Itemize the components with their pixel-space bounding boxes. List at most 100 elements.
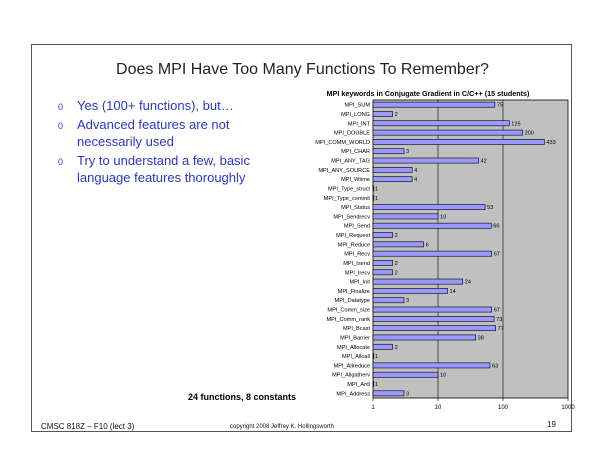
bullet-text: Try to understand a few, basic language … — [77, 153, 250, 185]
value-label: 73 — [496, 317, 502, 323]
value-label: 2 — [395, 261, 398, 267]
value-label: 1 — [375, 196, 378, 202]
bar — [372, 288, 448, 294]
category-label: MPI_Comm_size — [327, 308, 370, 314]
bar — [372, 306, 492, 313]
x-tick-label: 1 — [371, 405, 375, 411]
bar — [372, 334, 476, 341]
category-label: MPI_Sendrecv — [333, 214, 370, 220]
bar — [372, 315, 495, 322]
bar — [372, 166, 413, 173]
category-label: MPI_Datatype — [335, 298, 370, 304]
footer-course: CMSC 818Z – F10 (lect 3) — [41, 422, 135, 431]
category-label: MPI_Recv — [344, 252, 370, 258]
category-label: MPI_Irecv — [345, 270, 370, 276]
category-label: MPI_Allgatherv — [332, 373, 370, 379]
value-label: 4 — [414, 177, 417, 183]
category-label: MPI_CHAR — [341, 149, 370, 155]
value-label: 2 — [395, 112, 398, 118]
bar — [372, 101, 496, 108]
value-label: 3 — [406, 298, 409, 304]
chart-title: MPI keywords in Conjugate Gradient in C/… — [327, 89, 530, 98]
bar — [372, 325, 496, 332]
category-label: MPI_Allocate — [337, 345, 370, 351]
value-label: 2 — [395, 345, 398, 351]
bar — [372, 381, 375, 387]
bullet-mark: 0 — [58, 102, 64, 112]
category-label: MPI_Comm_rank — [326, 317, 370, 323]
bar — [372, 194, 375, 201]
footer-copyright: copyright 2008 Jeffrey K. Hollingsworth — [230, 424, 334, 430]
value-label: 42 — [481, 159, 487, 165]
value-label: 63 — [492, 363, 498, 369]
value-label: 1 — [375, 186, 378, 192]
value-label: 67 — [494, 308, 500, 314]
category-label: MPI_ANY_SOURCE — [318, 168, 370, 174]
bar — [372, 185, 375, 192]
value-label: 75 — [497, 103, 503, 109]
value-label: 1 — [375, 354, 378, 360]
value-label: 66 — [493, 224, 499, 230]
bullet-list: 0 Yes (100+ functions), but… 0 Advanced … — [58, 97, 278, 186]
bar — [372, 250, 492, 257]
x-tick-label: 10 — [435, 405, 442, 411]
value-label: 200 — [525, 131, 534, 137]
value-label: 6 — [426, 242, 429, 248]
bullet-item: 0 Advanced features are not necessarily … — [58, 116, 278, 150]
bar — [372, 204, 486, 210]
bar — [372, 269, 393, 276]
bar — [372, 297, 405, 304]
slide-border — [31, 44, 572, 432]
bullet-item: 0 Yes (100+ functions), but… — [58, 97, 278, 114]
value-label: 10 — [440, 373, 446, 379]
bar — [372, 278, 464, 285]
bar — [372, 213, 439, 220]
category-label: MPI_Address — [336, 391, 370, 397]
category-label: MPI_Alloall — [342, 354, 370, 360]
value-label: 3 — [406, 391, 409, 397]
bar — [372, 111, 393, 117]
value-label: 3 — [406, 149, 409, 155]
bar — [372, 176, 413, 183]
category-label: MPI_Type_struct — [328, 186, 370, 192]
bar — [372, 371, 439, 378]
category-label: MPI_Init — [349, 280, 370, 286]
bar — [372, 390, 405, 397]
category-label: MPI_Wtime — [341, 177, 370, 183]
category-label: MPI_Isend — [343, 261, 370, 267]
x-tick-label: 1000 — [561, 405, 575, 411]
bar — [372, 241, 424, 248]
category-label: MPI_SUM — [345, 103, 371, 109]
value-label: 53 — [487, 205, 493, 211]
value-label: 77 — [498, 326, 504, 332]
bar — [372, 353, 375, 359]
value-label: 433 — [546, 140, 555, 146]
value-label: 14 — [449, 289, 455, 295]
value-label: 2 — [395, 270, 398, 276]
bar — [372, 129, 523, 136]
category-label: MPI_ANY_TAG — [331, 159, 370, 165]
category-label: MPI_LONG — [341, 112, 370, 118]
category-label: MPI_COMM_WORLD — [315, 140, 370, 146]
category-label: MPI_Request — [336, 233, 370, 239]
category-label: MPI_Barrier — [340, 335, 370, 341]
value-label: 38 — [478, 335, 484, 341]
value-label: 4 — [414, 168, 417, 174]
category-label: MPI_Reduce — [338, 242, 370, 248]
bar — [372, 362, 491, 369]
bar — [372, 222, 492, 229]
x-tick-label: 100 — [498, 405, 509, 411]
bullet-item: 0 Try to understand a few, basic languag… — [58, 152, 278, 186]
bullet-mark: 0 — [58, 121, 64, 131]
category-label: MPI_Status — [341, 205, 370, 211]
plot-area — [372, 99, 569, 399]
value-label: 67 — [494, 252, 500, 258]
slide-title: Does MPI Have Too Many Functions To Reme… — [116, 61, 489, 78]
category-label: MPI_Allreduce — [334, 363, 370, 369]
value-label: 24 — [465, 280, 471, 286]
bullet-text: Advanced features are not necessarily us… — [77, 117, 230, 149]
summary-text: 24 functions, 8 constants — [188, 392, 297, 402]
category-label: MPI_INT — [348, 121, 371, 127]
value-label: 10 — [440, 214, 446, 220]
